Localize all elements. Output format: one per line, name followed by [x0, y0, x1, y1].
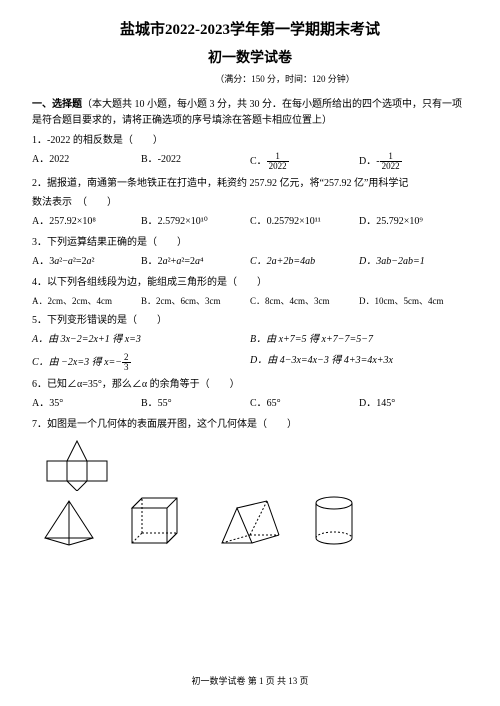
- q3b9: ⁴: [200, 256, 204, 267]
- q1-opt-c: C．12022: [250, 152, 359, 171]
- q5a: A．由 3x−2=2x+1 得 x=3: [32, 334, 141, 345]
- q1-options: A．2022 B．-2022 C．12022 D．-12022: [32, 152, 468, 171]
- q1-d-den: 2022: [380, 162, 402, 171]
- q5-opt-b: B．由 x+7=5 得 x+7−7=5−7: [250, 332, 468, 348]
- q1-d-prefix: D．-: [359, 156, 380, 167]
- q3-opt-d: D．3ab−2ab=1: [359, 254, 468, 270]
- q5d: D．由 4−3x=4x−3 得 4+3=4x+3x: [250, 355, 393, 366]
- q2-options: A．257.92×10⁸ B．2.5792×10¹⁰ C．0.25792×10¹…: [32, 214, 468, 230]
- q6-opt-b: B．55°: [141, 396, 250, 412]
- q1-c-frac: 12022: [267, 152, 289, 171]
- q5-options-ab: A．由 3x−2=2x+1 得 x=3 B．由 x+7=5 得 x+7−7=5−…: [32, 332, 468, 348]
- q5-options-cd: C．由 −2x=3 得 x=−23 D．由 4−3x=4x−3 得 4+3=4x…: [32, 353, 468, 372]
- q5c-pre: C．由 −2x=3 得 x=−: [32, 357, 122, 368]
- q7-options-figures: [42, 493, 468, 548]
- q3a7: =2: [76, 256, 87, 267]
- section-1-heading: 一、选择题（本大题共 10 小题，每小题 3 分，共 30 分．在每小题所给出的…: [32, 97, 468, 129]
- q4-opt-b: B．2cm、6cm、3cm: [141, 294, 250, 308]
- section-1-rest: （本大题共 10 小题，每小题 3 分，共 30 分．在每小题所给出的四个选项中…: [32, 99, 462, 126]
- q3-stem: 3．下列运算结果正确的是（ ）: [32, 235, 468, 251]
- q3-opt-c: C．2a+2b=4ab: [250, 254, 359, 270]
- q2-stem1: 2．据报道，南通第一条地铁正在打造中，耗资约 257.92 亿元，将“257.9…: [32, 176, 468, 192]
- q5-stem: 5．下列变形错误的是（ ）: [32, 313, 468, 329]
- q4-options: A．2cm、2cm、4cm B．2cm、6cm、3cm C．8cm、4cm、3c…: [32, 294, 468, 308]
- net-icon: [42, 436, 122, 491]
- q5b: B．由 x+7=5 得 x+7−7=5−7: [250, 334, 373, 345]
- q7-stem: 7．如图是一个几何体的表面展开图，这个几何体是（ ）: [32, 417, 468, 433]
- solid-a-icon: [42, 498, 97, 548]
- q5-opt-c: C．由 −2x=3 得 x=−23: [32, 353, 250, 372]
- q2-opt-b: B．2.5792×10¹⁰: [141, 214, 250, 230]
- q4-stem: 4．以下列各组线段为边，能组成三角形的是（ ）: [32, 275, 468, 291]
- q3-opt-b: B．2a²+a²=2a⁴: [141, 254, 250, 270]
- q1-d-frac: 12022: [380, 152, 402, 171]
- q3c: C．2a+2b=4ab: [250, 256, 315, 267]
- solid-d-icon: [312, 493, 357, 548]
- q6-opt-a: A．35°: [32, 396, 141, 412]
- q2-opt-c: C．0.25792×10¹¹: [250, 214, 359, 230]
- q5-opt-d: D．由 4−3x=4x−3 得 4+3=4x+3x: [250, 353, 468, 372]
- q6-stem: 6．已知∠α=35°，那么∠α 的余角等于（ ）: [32, 377, 468, 393]
- q4-opt-d: D．10cm、5cm、4cm: [359, 294, 468, 308]
- q1-c-prefix: C．: [250, 156, 267, 167]
- q4-opt-c: C．8cm、4cm、3cm: [250, 294, 359, 308]
- q6-opt-c: C．65°: [250, 396, 359, 412]
- q3-options: A．3a²−a²=2a² B．2a²+a²=2a⁴ C．2a+2b=4ab D．…: [32, 254, 468, 270]
- doc-meta: （满分：150 分，时间：120 分钟）: [32, 72, 468, 86]
- q3a1: A．3: [32, 256, 54, 267]
- page-footer: 初一数学试卷 第 1 页 共 13 页: [0, 674, 500, 688]
- q3a9: ²: [92, 256, 95, 267]
- q7-figure-net: [42, 436, 468, 491]
- q2-stem2: 数法表示 （ ）: [32, 195, 468, 211]
- q5-opt-a: A．由 3x−2=2x+1 得 x=3: [32, 332, 250, 348]
- doc-subtitle: 初一数学试卷: [32, 48, 468, 70]
- q1-opt-a: A．2022: [32, 152, 141, 171]
- q3d: D．3ab−2ab=1: [359, 256, 425, 267]
- q6-opt-d: D．145°: [359, 396, 468, 412]
- q4-opt-a: A．2cm、2cm、4cm: [32, 294, 141, 308]
- section-1-bold: 一、选择题: [32, 99, 82, 110]
- page: 盐城市2022-2023学年第一学期期末考试 初一数学试卷 （满分：150 分，…: [0, 0, 500, 548]
- q2-opt-a: A．257.92×10⁸: [32, 214, 141, 230]
- q1-opt-b: B．-2022: [141, 152, 250, 171]
- q5c-frac: 23: [122, 353, 131, 372]
- solid-c-icon: [217, 493, 282, 548]
- doc-title: 盐城市2022-2023学年第一学期期末考试: [32, 18, 468, 42]
- q1-c-den: 2022: [267, 162, 289, 171]
- q2-opt-d: D．25.792×10⁹: [359, 214, 468, 230]
- q6-options: A．35° B．55° C．65° D．145°: [32, 396, 468, 412]
- q5c-den: 3: [122, 363, 131, 372]
- q1-stem: 1．-2022 的相反数是（ ）: [32, 133, 468, 149]
- q3b1: B．2: [141, 256, 163, 267]
- q3b7: =2: [184, 256, 195, 267]
- q3-opt-a: A．3a²−a²=2a²: [32, 254, 141, 270]
- solid-b-icon: [127, 493, 187, 548]
- q1-opt-d: D．-12022: [359, 152, 468, 171]
